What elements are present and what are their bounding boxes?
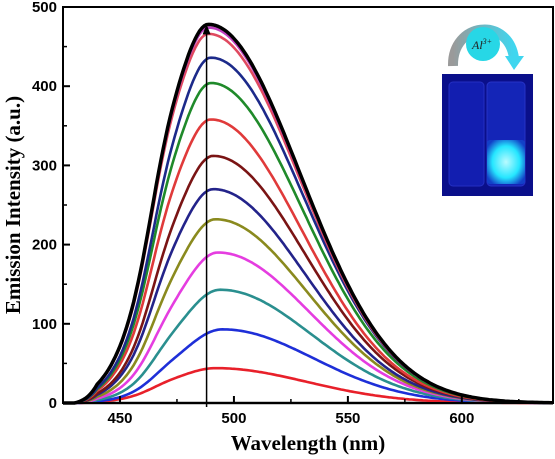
y-tick-label-4: 400 [32, 78, 57, 95]
spectrum-curve-13 [63, 22, 553, 405]
left-vial [448, 81, 485, 187]
x-tick-label-3: 600 [449, 410, 474, 427]
y-tick-label-5: 500 [32, 0, 57, 16]
y-axis: 0 100 200 300 400 500 [32, 0, 70, 412]
inset-ion-label: Al3+ [471, 37, 492, 52]
y-tick-label-3: 300 [32, 157, 57, 174]
x-tick-label-0: 450 [107, 410, 132, 427]
y-tick-label-1: 100 [32, 316, 57, 333]
peak-marker-arrowhead [202, 24, 211, 35]
y-tick-label-2: 200 [32, 237, 57, 254]
y-axis-title: Emission Intensity (a.u.) [1, 96, 25, 314]
y-tick-label-0: 0 [49, 395, 57, 412]
x-axis-title: Wavelength (nm) [231, 431, 386, 455]
inset-ion-circle [466, 27, 500, 61]
x-axis: 450 500 550 600 [62, 396, 520, 427]
x-tick-label-2: 550 [335, 410, 360, 427]
spectra-curves [63, 22, 554, 405]
inset-image: Al3+ [442, 24, 533, 196]
x-tick-label-1: 500 [221, 410, 246, 427]
inset-arrowhead-icon [505, 56, 524, 70]
right-vial-glow [487, 140, 525, 184]
